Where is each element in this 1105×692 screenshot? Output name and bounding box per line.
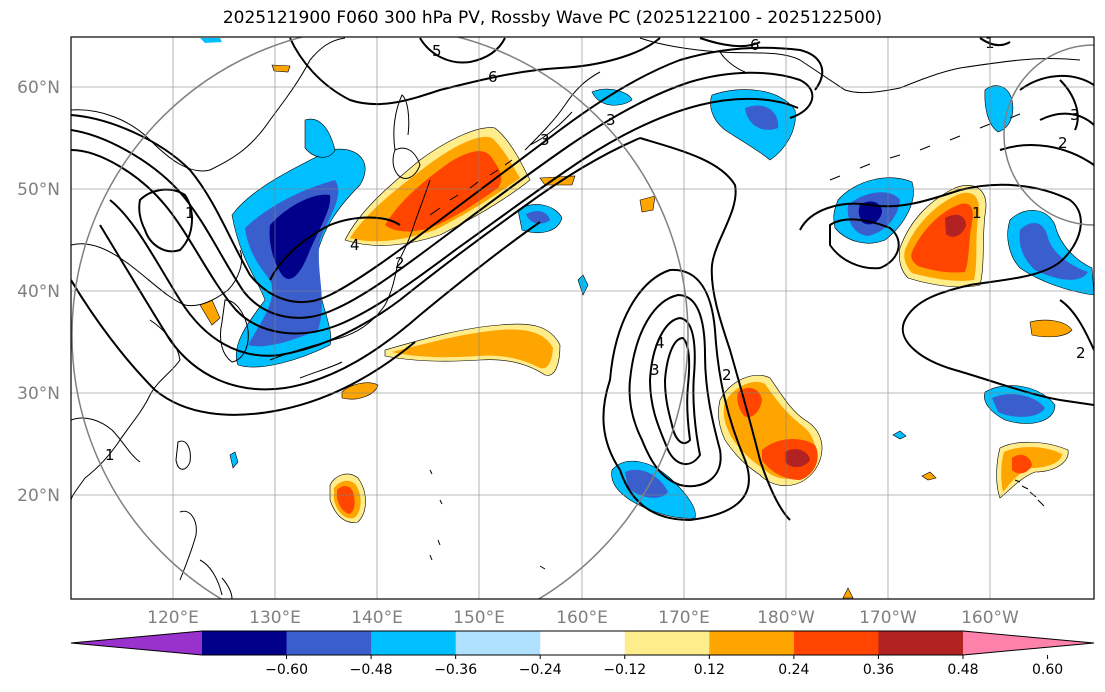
radius-circle	[71, 37, 689, 599]
contour-label: 5	[432, 42, 442, 60]
lon-label-160w: 160°W	[961, 608, 1019, 628]
colorbar: −0.60 −0.48 −0.36 −0.24 −0.12 0.12 0.24 0.36 0.4…	[70, 630, 1095, 678]
latitude-labels: 60°N 50°N 40°N 30°N 20°N	[17, 78, 60, 506]
colorbar-segment	[709, 631, 795, 655]
contour-label: 3	[606, 111, 616, 129]
colorbar-segment	[540, 631, 626, 655]
colorbar-tick-label: −0.36	[434, 662, 477, 678]
colorbar-segment	[286, 631, 372, 655]
colorbar-tick-label: 0.60	[1032, 662, 1063, 678]
contour-label: 2	[722, 366, 732, 384]
contour-label: 2	[1058, 134, 1068, 152]
contour-label: 6	[750, 36, 760, 54]
lat-label-20n: 20°N	[17, 486, 60, 506]
lat-label-30n: 30°N	[17, 384, 60, 404]
contour-label: 1	[105, 446, 115, 464]
lon-label-130e: 130°E	[249, 608, 301, 628]
colorbar-segment	[624, 631, 710, 655]
contour-label: 3	[1070, 106, 1080, 124]
lon-label-180w: 180°W	[757, 608, 815, 628]
colorbar-outline	[70, 630, 1095, 656]
contour-label: 1	[185, 204, 195, 222]
map-border	[70, 36, 1095, 600]
coastlines	[71, 37, 1081, 599]
map-content: 1 1 2 3 4 5 6 6 1 2 3 4 3 2 1 2 3	[71, 36, 1094, 599]
colorbar-extend-low	[71, 631, 202, 655]
colorbar-tick-label: −0.48	[350, 662, 393, 678]
colorbar-tick-label: −0.24	[519, 662, 562, 678]
colorbar-tick-label: 0.24	[778, 662, 809, 678]
pv-contours	[71, 37, 1094, 522]
contour-label: 2	[395, 254, 405, 272]
colorbar-segment	[455, 631, 541, 655]
contour-label: 3	[540, 131, 550, 149]
lat-label-60n: 60°N	[17, 78, 60, 98]
contour-label: 4	[350, 236, 360, 254]
colorbar-tick-label: −0.12	[603, 662, 646, 678]
map-title: 2025121900 F060 300 hPa PV, Rossby Wave …	[222, 8, 883, 28]
lon-label-120e: 120°E	[147, 608, 199, 628]
colorbar-tick-label: −0.60	[265, 662, 308, 678]
colorbar-ticks: −0.60 −0.48 −0.36 −0.24 −0.12 0.12 0.24 0.36 0.4…	[265, 655, 1063, 678]
lat-label-50n: 50°N	[17, 180, 60, 200]
colorbar-segment	[793, 631, 879, 655]
colorbar-segment	[878, 631, 964, 655]
colorbar-tick-label: 0.12	[694, 662, 725, 678]
contour-labels: 1 1 2 3 4 5 6 6 1 2 3 4 3 2 1 2 3	[105, 36, 1086, 464]
colorbar-extend-high	[963, 631, 1094, 655]
lon-label-170w: 170°W	[859, 608, 917, 628]
colorbar-tick-label: 0.36	[863, 662, 894, 678]
contour-label: 4	[655, 334, 665, 352]
radius-circle-east	[1003, 44, 1094, 226]
colorbar-tick-label: 0.48	[947, 662, 978, 678]
negative-anomaly-shading	[200, 38, 1094, 519]
contour-label: 6	[488, 68, 498, 86]
longitude-labels: 120°E 130°E 140°E 150°E 160°E 170°E 180°…	[147, 608, 1019, 628]
graticule	[71, 37, 1094, 599]
contour-label: 2	[1076, 344, 1086, 362]
colorbar-segment	[371, 631, 457, 655]
colorbar-segment	[202, 631, 288, 655]
lat-label-40n: 40°N	[17, 282, 60, 302]
colorbar-segments	[70, 630, 1095, 656]
contour-label: 3	[650, 361, 660, 379]
contour-label: 1	[972, 204, 982, 222]
lon-label-150e: 150°E	[453, 608, 505, 628]
map-area	[71, 37, 1094, 599]
lon-label-160e: 160°E	[556, 608, 608, 628]
lon-label-170e: 170°E	[658, 608, 710, 628]
lon-label-140e: 140°E	[351, 608, 403, 628]
